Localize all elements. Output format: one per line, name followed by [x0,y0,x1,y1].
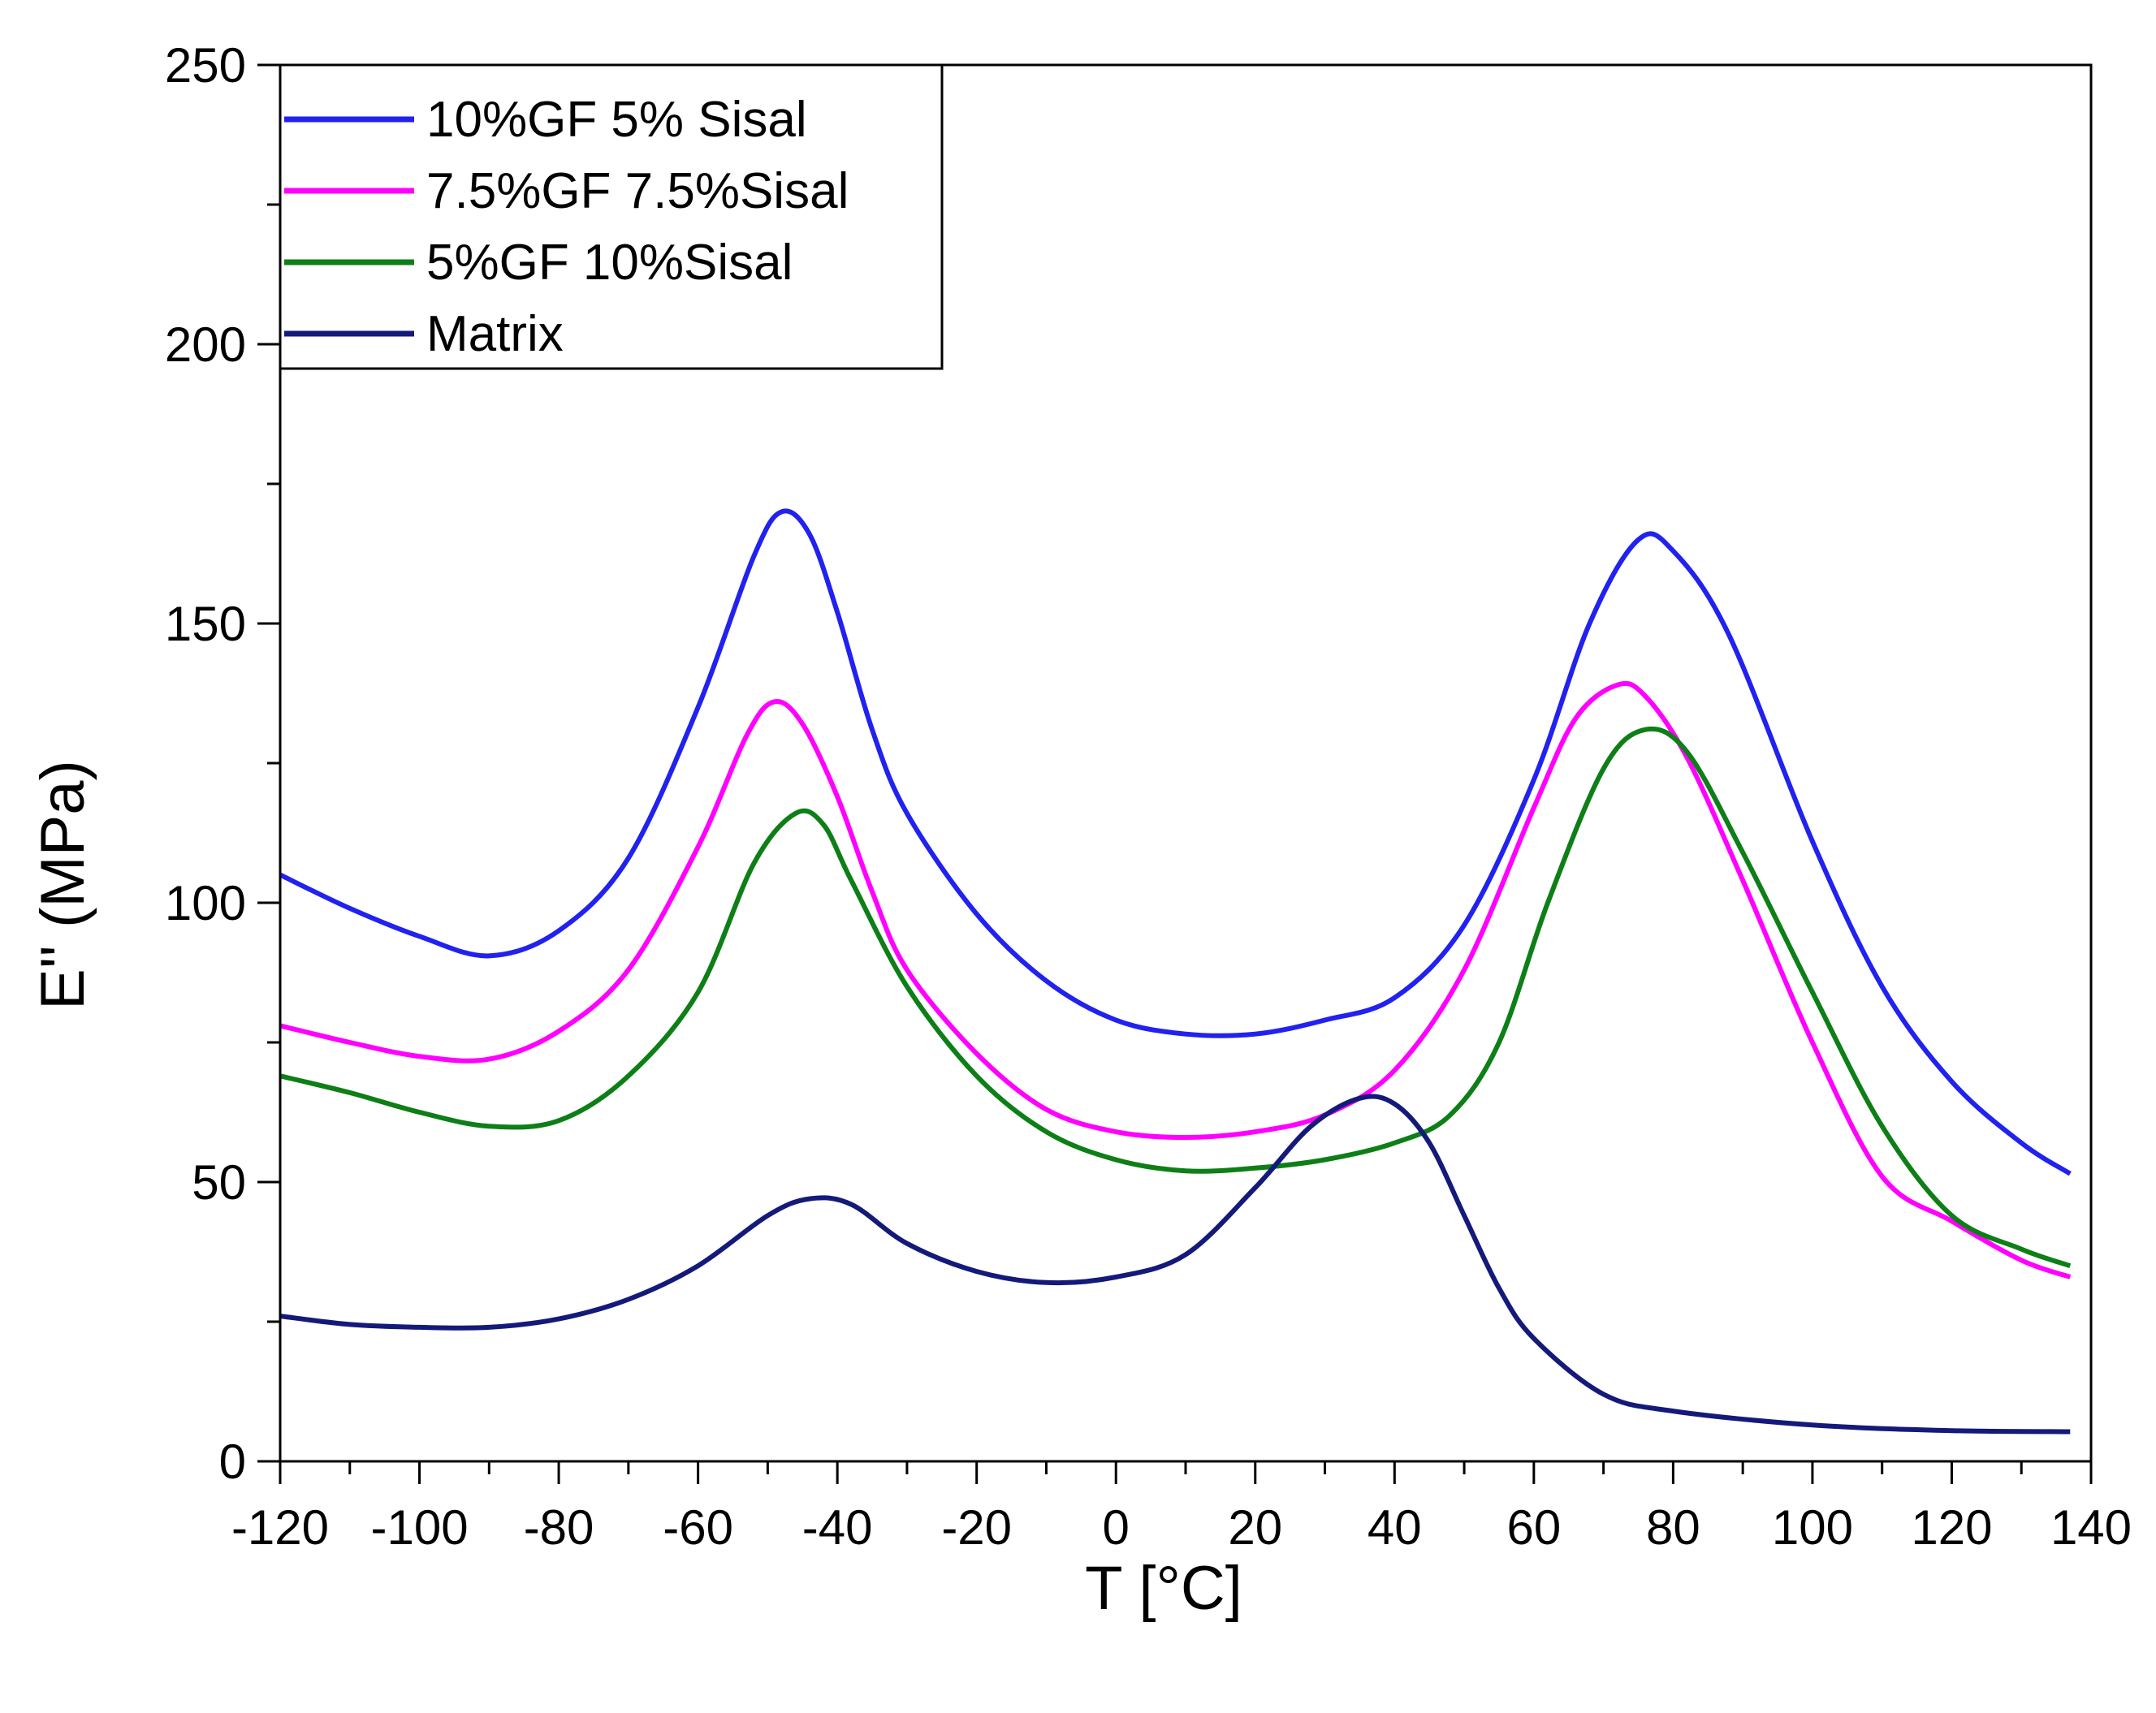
x-tick-label: 140 [2050,1500,2132,1555]
x-tick-label: -120 [231,1500,329,1555]
y-tick-label: 100 [165,876,246,930]
series-line-4 [279,1094,2071,1435]
series-line-3 [279,726,2072,1269]
y-tick-label: 250 [165,38,246,93]
plot-series [279,508,2072,1435]
y-tick-label: 200 [165,317,246,372]
x-tick-label: -40 [802,1500,873,1555]
y-axis-title: E'' (MPa) [28,760,97,1010]
x-tick-label: 0 [1103,1500,1130,1555]
y-tick-label: 50 [192,1155,246,1210]
series-line-1 [279,508,2072,1176]
y-tick-label: 0 [219,1435,246,1489]
series-line-2 [279,680,2072,1279]
x-tick-label: -80 [524,1500,594,1555]
legend-label: 7.5%GF 7.5%Sisal [426,163,849,219]
y-axis: 0 50 100 150 200 250 [165,38,280,1489]
x-tick-label: 80 [1646,1500,1700,1555]
y-tick-label: 150 [165,597,246,651]
x-tick-label: 100 [1772,1500,1853,1555]
x-axis-title: T [°C] [1085,1554,1242,1623]
x-tick-label: -60 [663,1500,733,1555]
x-tick-label: 120 [1911,1500,1992,1555]
legend-label: 10%GF 5% Sisal [426,92,807,148]
legend-label: Matrix [426,306,564,362]
x-tick-label: 60 [1506,1500,1561,1555]
legend-label: 5%GF 10%Sisal [426,235,793,291]
legend: 10%GF 5% Sisal 7.5%GF 7.5%Sisal 5%GF 10%Si… [279,63,944,370]
x-tick-label: 40 [1367,1500,1422,1555]
x-tick-label: 20 [1228,1500,1282,1555]
x-axis: -120 -100 -80 -60 -40 -20 0 20 40 60 80 100 120 140 [231,1461,2132,1555]
legend-box [279,63,944,370]
x-tick-label: -20 [941,1500,1012,1555]
x-tick-label: -100 [370,1500,468,1555]
